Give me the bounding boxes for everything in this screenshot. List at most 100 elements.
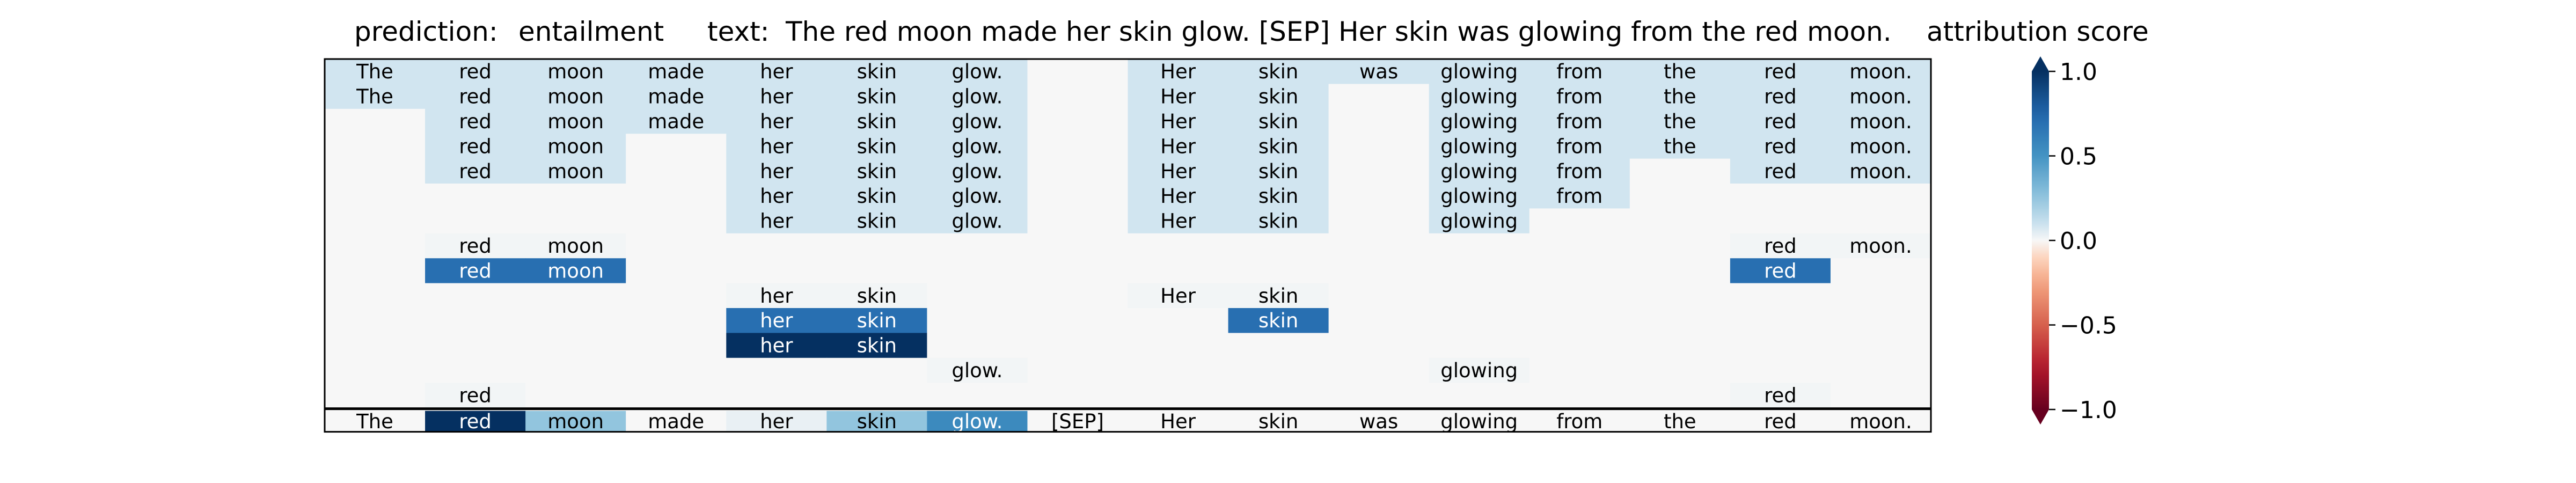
heatmap-token-label: skin [857, 110, 897, 133]
heatmap-cell [1328, 84, 1430, 109]
heatmap-cell [425, 308, 526, 333]
heatmap-cell [1830, 108, 1931, 134]
heatmap-cell [525, 108, 626, 134]
summary-token-label: the [1664, 410, 1696, 433]
heatmap-token-label: glowing [1440, 135, 1518, 158]
colorbar-tick-label: 0.5 [2060, 143, 2097, 171]
heatmap-cell [1529, 208, 1630, 234]
heatmap-cell [325, 59, 426, 84]
heatmap-token-label: skin [1258, 60, 1298, 83]
heatmap-cell [325, 108, 426, 134]
heatmap-cell [826, 283, 927, 309]
heatmap-cell [1629, 308, 1731, 333]
heatmap-cell [1529, 59, 1630, 84]
heatmap-cell [1128, 208, 1229, 234]
heatmap-cell [726, 108, 827, 134]
heatmap-cell [525, 383, 626, 408]
heatmap-cell [425, 283, 526, 309]
heatmap-token-label: Her [1160, 160, 1196, 183]
heatmap-cell [1228, 357, 1329, 383]
heatmap-cell [1730, 84, 1831, 109]
heatmap-cell [1429, 158, 1530, 184]
summary-cell [1730, 411, 1831, 433]
heatmap-token-label: glowing [1440, 185, 1518, 208]
heatmap-token-label: her [760, 334, 793, 357]
heatmap-cell [1629, 333, 1731, 358]
summary-token-label: glowing [1440, 410, 1518, 433]
colorbar-tick-label: −0.5 [2060, 312, 2117, 340]
heatmap-token-label: from [1556, 185, 1602, 208]
heatmap-cell [1328, 108, 1430, 134]
heatmap-cell [1128, 333, 1229, 358]
heatmap-cell [525, 357, 626, 383]
heatmap-cell [1429, 108, 1530, 134]
summary-token-label: red [1764, 410, 1797, 433]
heatmap-cell [1128, 134, 1229, 159]
heatmap-cell [1328, 258, 1430, 284]
heatmap-token-label: skin [1258, 210, 1298, 233]
heatmap-cell [1027, 233, 1129, 259]
heatmap-cell [1830, 84, 1931, 109]
heatmap-cell [1629, 184, 1731, 209]
heatmap-cell [726, 308, 827, 333]
heatmap-cell [1027, 184, 1129, 209]
heatmap-cell [1128, 283, 1229, 309]
heatmap-cell [1529, 258, 1630, 284]
heatmap-token-label: skin [1258, 309, 1298, 332]
heatmap-cell [325, 333, 426, 358]
heatmap-token-label: Her [1160, 85, 1196, 108]
heatmap-token-label: glowing [1440, 60, 1518, 83]
heatmap-token-label: glow. [952, 210, 1002, 233]
heatmap-cell [826, 134, 927, 159]
heatmap-token-label: moon [547, 85, 604, 108]
heatmap-token-label: red [1764, 85, 1797, 108]
heatmap-cell [826, 84, 927, 109]
heatmap-cell [1529, 84, 1630, 109]
heatmap-cell [1429, 184, 1530, 209]
heatmap-cell [325, 84, 426, 109]
heatmap-token-label: skin [1258, 110, 1298, 133]
heatmap-cell [626, 333, 727, 358]
heatmap-cell [927, 158, 1028, 184]
heatmap-cell [1629, 233, 1731, 259]
heatmap-cell [525, 308, 626, 333]
heatmap-cell [726, 184, 827, 209]
heatmap-cell [1730, 134, 1831, 159]
summary-cell [1027, 411, 1129, 433]
heatmap-cell [726, 383, 827, 408]
heatmap-cell [726, 59, 827, 84]
heatmap-token-label: the [1664, 60, 1696, 83]
heatmap-cell [726, 208, 827, 234]
heatmap-token-label: red [459, 384, 492, 407]
heatmap-cell [1328, 59, 1430, 84]
summary-token-label: skin [857, 410, 897, 433]
heatmap-token-label: glow. [952, 135, 1002, 158]
heatmap-cell [1629, 108, 1731, 134]
summary-token-label: [SEP] [1051, 410, 1104, 433]
heatmap-cell [927, 383, 1028, 408]
heatmap-token-label: skin [857, 135, 897, 158]
heatmap-token-label: skin [857, 334, 897, 357]
heatmap-token-label: skin [857, 210, 897, 233]
heatmap-cell [1328, 333, 1430, 358]
summary-cell [1429, 411, 1530, 433]
heatmap-cell [626, 108, 727, 134]
heatmap-cell [1730, 258, 1831, 284]
heatmap-token-label: glow. [952, 160, 1002, 183]
heatmap-cell [325, 208, 426, 234]
heatmap-token-label: glowing [1440, 210, 1518, 233]
summary-token-label: moon [547, 410, 604, 433]
heatmap-cell [1429, 383, 1530, 408]
heatmap-cell [1328, 158, 1430, 184]
heatmap-cell [1429, 258, 1530, 284]
heatmap-token-label: moon [547, 60, 604, 83]
heatmap-cell [1328, 357, 1430, 383]
text-label: text: [707, 16, 770, 47]
heatmap-token-label: her [760, 135, 793, 158]
heatmap-token-label: red [459, 135, 492, 158]
heatmap-cell [1429, 283, 1530, 309]
heatmap-token-label: red [1764, 235, 1797, 258]
heatmap-cell [1128, 108, 1229, 134]
heatmap-token-label: skin [1258, 160, 1298, 183]
heatmap-token-label: skin [857, 185, 897, 208]
